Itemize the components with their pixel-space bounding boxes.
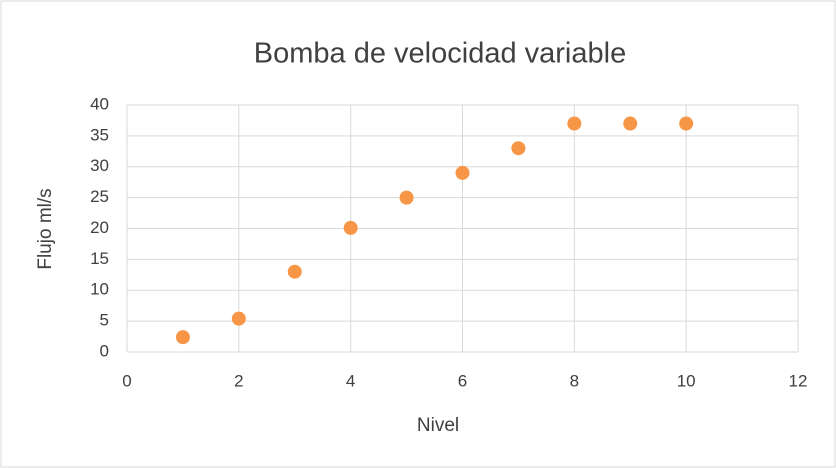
y-tick-label: 35 <box>90 125 109 144</box>
y-axis-label: Flujo ml/s <box>35 188 56 269</box>
point <box>511 141 526 156</box>
y-tick-label: 5 <box>100 311 109 330</box>
y-tick-label: 15 <box>90 249 109 268</box>
point <box>679 116 694 131</box>
x-tick-label: 0 <box>122 371 131 390</box>
y-tick-label: 0 <box>100 341 109 360</box>
y-tick-label: 30 <box>90 156 109 175</box>
point <box>287 264 302 279</box>
x-tick-label: 6 <box>458 371 467 390</box>
x-tick-label: 10 <box>677 371 696 390</box>
x-tick-label: 8 <box>570 371 579 390</box>
point <box>399 190 414 205</box>
point <box>343 220 358 235</box>
point <box>175 330 190 345</box>
point <box>455 165 470 180</box>
x-axis-label: Nivel <box>417 415 459 436</box>
y-tick-label: 10 <box>90 280 109 299</box>
point <box>567 116 582 131</box>
chart-title: Bomba de velocidad variable <box>254 38 626 70</box>
y-tick-label: 40 <box>90 94 109 113</box>
x-tick-label: 12 <box>789 371 808 390</box>
x-tick-label: 2 <box>234 371 243 390</box>
x-tick-label: 4 <box>346 371 355 390</box>
point <box>623 116 638 131</box>
y-tick-label: 20 <box>90 218 109 237</box>
y-tick-label: 25 <box>90 187 109 206</box>
point <box>231 311 246 326</box>
